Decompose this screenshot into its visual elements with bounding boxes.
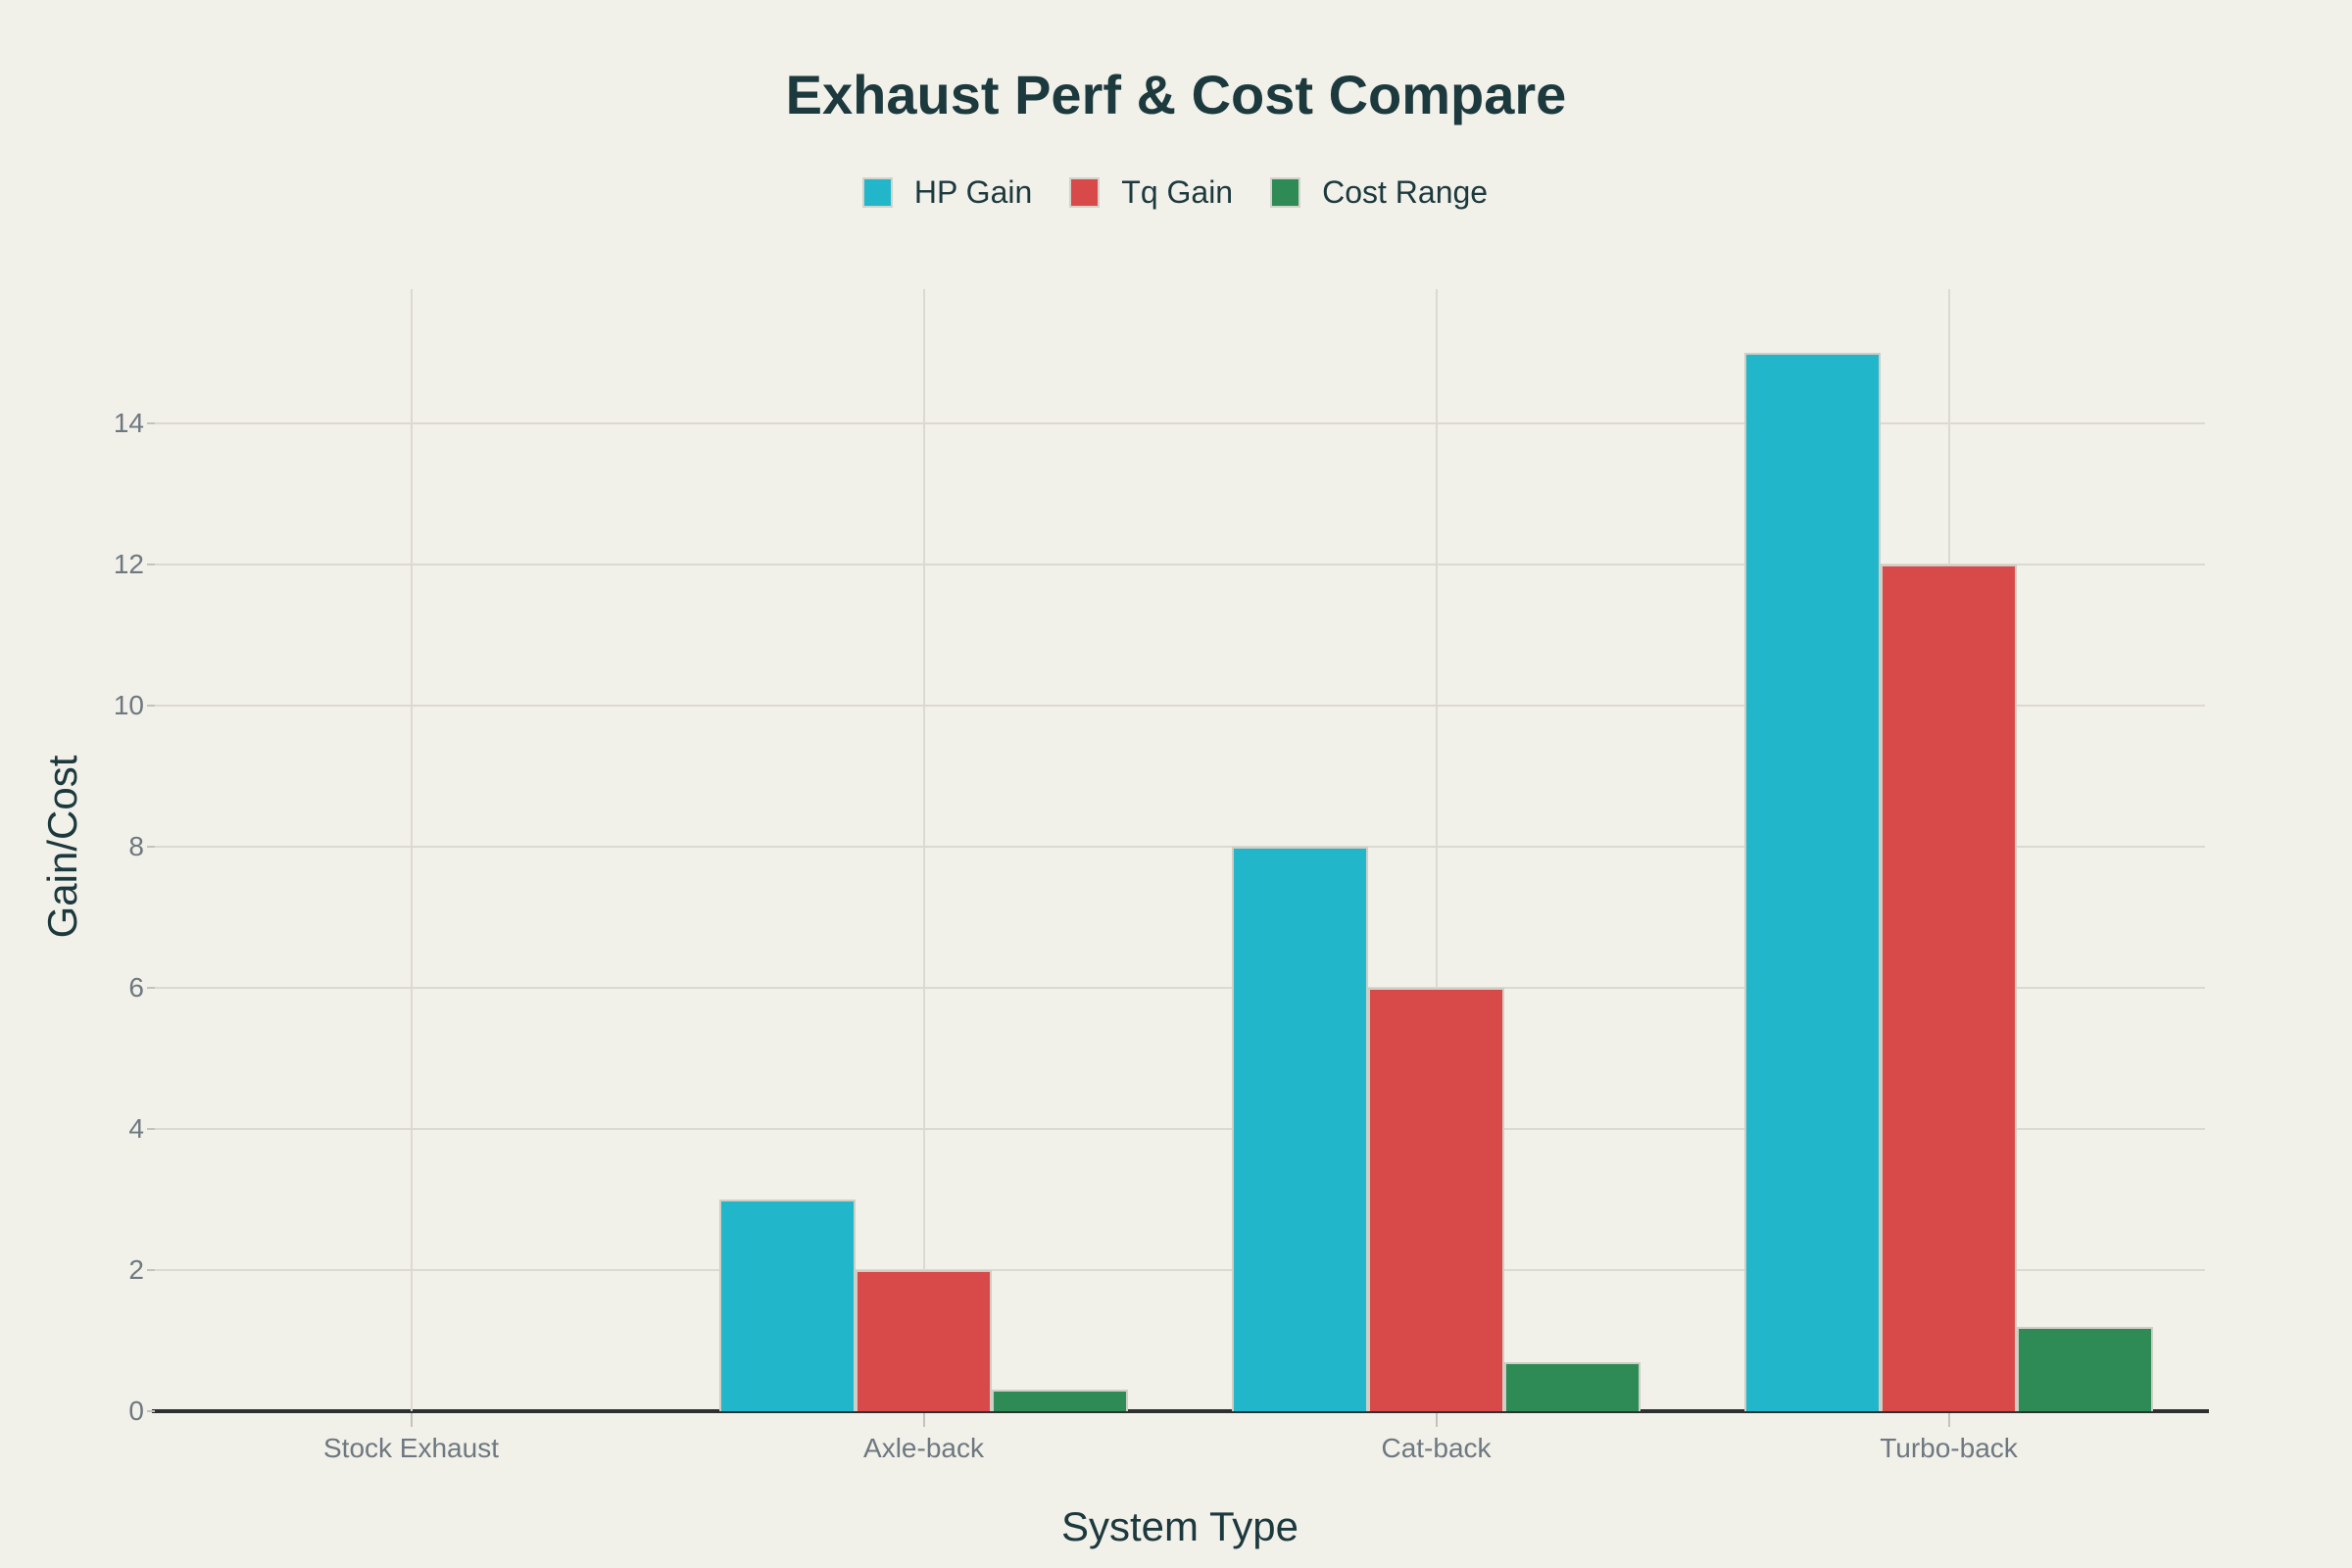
x-tick-label-stock-exhaust: Stock Exhaust bbox=[323, 1433, 499, 1463]
x-tick-mark-cat-back bbox=[1435, 1413, 1438, 1427]
gridline-x-axle-back bbox=[922, 289, 925, 1411]
y-tick-mark-4 bbox=[147, 1127, 155, 1130]
y-tick-label-6: 6 bbox=[128, 971, 144, 1003]
legend-label-cost-range: Cost Range bbox=[1322, 174, 1489, 210]
y-tick-mark-2 bbox=[147, 1268, 155, 1271]
gridline-y-4 bbox=[155, 1127, 2205, 1130]
chart-title: Exhaust Perf & Cost Compare bbox=[785, 64, 1567, 125]
gridline-y-14 bbox=[155, 421, 2205, 424]
bar-cost-range-cat-back bbox=[1504, 1361, 1641, 1411]
gridline-x-cat-back bbox=[1435, 289, 1438, 1411]
bar-tq-gain-turbo-back bbox=[1881, 564, 2017, 1411]
y-tick-mark-0 bbox=[147, 1410, 155, 1412]
x-tick-label-axle-back: Axle-back bbox=[863, 1433, 984, 1463]
y-tick-label-12: 12 bbox=[113, 548, 144, 579]
y-tick-label-2: 2 bbox=[128, 1253, 144, 1285]
legend-label-hp-gain: HP Gain bbox=[913, 174, 1033, 210]
y-tick-label-0: 0 bbox=[128, 1396, 144, 1426]
bar-hp-gain-cat-back bbox=[1232, 846, 1368, 1411]
legend-item-cost-range[interactable]: Cost Range bbox=[1270, 174, 1489, 211]
y-tick-mark-6 bbox=[147, 986, 155, 989]
x-tick-mark-turbo-back bbox=[1947, 1413, 1950, 1427]
y-tick-mark-14 bbox=[147, 421, 155, 424]
bar-tq-gain-cat-back bbox=[1368, 987, 1504, 1411]
x-axis-line bbox=[152, 1409, 2209, 1413]
bar-cost-range-axle-back bbox=[992, 1390, 1128, 1411]
plot-area bbox=[152, 289, 2209, 1413]
y-tick-label-4: 4 bbox=[128, 1112, 144, 1144]
legend: HP Gain Tq Gain Cost Range bbox=[0, 174, 2352, 211]
bar-cost-range-turbo-back bbox=[2017, 1326, 2153, 1411]
gridline-y-10 bbox=[155, 704, 2205, 707]
x-tick-label-turbo-back: Turbo-back bbox=[1880, 1433, 2018, 1463]
x-axis-title: System Type bbox=[1061, 1503, 1298, 1549]
gridline-y-6 bbox=[155, 986, 2205, 989]
x-tick-label-cat-back: Cat-back bbox=[1381, 1433, 1492, 1463]
gridline-y-12 bbox=[155, 563, 2205, 565]
gridline-y-8 bbox=[155, 845, 2205, 848]
y-tick-label-14: 14 bbox=[113, 407, 144, 438]
bar-tq-gain-axle-back bbox=[856, 1269, 992, 1411]
legend-swatch-hp-gain bbox=[861, 177, 893, 208]
y-tick-label-8: 8 bbox=[128, 830, 144, 861]
x-tick-mark-axle-back bbox=[922, 1413, 925, 1427]
y-tick-mark-12 bbox=[147, 563, 155, 565]
bar-hp-gain-turbo-back bbox=[1744, 352, 1881, 1411]
y-tick-label-10: 10 bbox=[113, 689, 144, 720]
legend-label-tq-gain: Tq Gain bbox=[1121, 174, 1234, 210]
gridline-x-stock-exhaust bbox=[410, 289, 413, 1411]
legend-swatch-tq-gain bbox=[1069, 177, 1101, 208]
x-tick-mark-stock-exhaust bbox=[410, 1413, 413, 1427]
gridline-y-2 bbox=[155, 1268, 2205, 1271]
y-tick-mark-8 bbox=[147, 845, 155, 848]
y-tick-mark-10 bbox=[147, 704, 155, 707]
legend-item-tq-gain[interactable]: Tq Gain bbox=[1069, 174, 1234, 211]
bar-hp-gain-axle-back bbox=[719, 1199, 856, 1411]
legend-swatch-cost-range bbox=[1270, 177, 1301, 208]
legend-item-hp-gain[interactable]: HP Gain bbox=[861, 174, 1033, 211]
